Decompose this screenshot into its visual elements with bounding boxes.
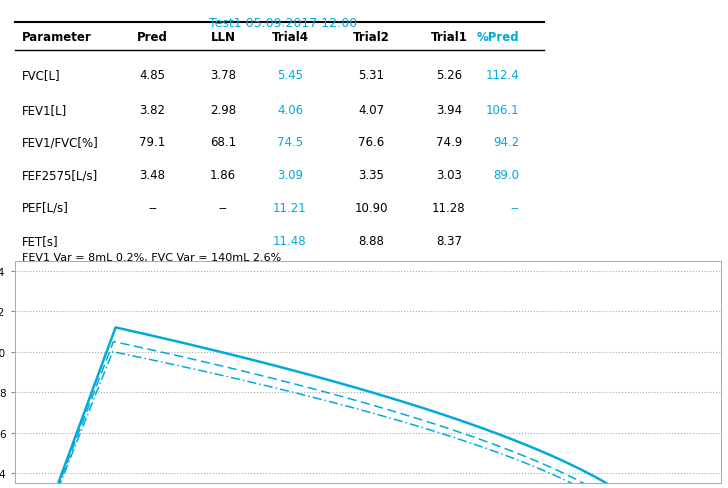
Text: --: -- <box>511 202 520 214</box>
Text: 3.48: 3.48 <box>139 169 165 182</box>
Text: 89.0: 89.0 <box>494 169 520 182</box>
Text: --: -- <box>148 202 157 214</box>
Text: FET[s]: FET[s] <box>22 234 58 247</box>
Text: 106.1: 106.1 <box>486 103 520 117</box>
Text: 74.9: 74.9 <box>436 136 462 149</box>
Text: Test1 05.09.2017 12:00: Test1 05.09.2017 12:00 <box>209 17 357 30</box>
Text: 68.1: 68.1 <box>210 136 236 149</box>
Text: 3.78: 3.78 <box>210 68 236 81</box>
Text: 1.86: 1.86 <box>210 169 236 182</box>
Text: 3.82: 3.82 <box>139 103 165 117</box>
Text: Pred: Pred <box>137 31 167 44</box>
Text: FVC[L]: FVC[L] <box>22 68 60 81</box>
Text: 94.2: 94.2 <box>493 136 520 149</box>
Text: PEF[L/s]: PEF[L/s] <box>22 202 68 214</box>
Text: FEV1[L]: FEV1[L] <box>22 103 67 117</box>
Text: 76.6: 76.6 <box>358 136 384 149</box>
Text: 11.28: 11.28 <box>432 202 466 214</box>
Text: --: -- <box>218 202 227 214</box>
Text: 74.5: 74.5 <box>277 136 303 149</box>
Text: 4.85: 4.85 <box>139 68 165 81</box>
Text: 3.09: 3.09 <box>277 169 303 182</box>
Text: 5.31: 5.31 <box>358 68 384 81</box>
Text: 11.21: 11.21 <box>273 202 306 214</box>
Text: 3.35: 3.35 <box>358 169 384 182</box>
Text: 5.45: 5.45 <box>277 68 303 81</box>
Text: 2.98: 2.98 <box>210 103 236 117</box>
Text: 4.07: 4.07 <box>358 103 384 117</box>
Text: 11.48: 11.48 <box>273 234 306 247</box>
Text: 79.1: 79.1 <box>139 136 165 149</box>
Text: FEV1/FVC[%]: FEV1/FVC[%] <box>22 136 98 149</box>
Text: Normal spirometry: Normal spirometry <box>22 318 132 330</box>
Text: 8.88: 8.88 <box>358 234 384 247</box>
Text: FEV1 Var = 8mL 0.2%, FVC Var = 140mL 2.6%: FEV1 Var = 8mL 0.2%, FVC Var = 140mL 2.6… <box>22 252 281 262</box>
Text: 8.37: 8.37 <box>436 234 462 247</box>
Text: FEF2575[L/s]: FEF2575[L/s] <box>22 169 98 182</box>
Text: 3.94: 3.94 <box>436 103 462 117</box>
Text: Trial1: Trial1 <box>430 31 467 44</box>
Text: 3.03: 3.03 <box>436 169 462 182</box>
Text: %Pred: %Pred <box>477 31 520 44</box>
Text: 112.4: 112.4 <box>486 68 520 81</box>
Text: Trial2: Trial2 <box>353 31 389 44</box>
Text: Parameter: Parameter <box>22 31 92 44</box>
Text: Session quality B: Session quality B <box>22 285 117 295</box>
Text: LLN: LLN <box>210 31 235 44</box>
Text: 10.90: 10.90 <box>355 202 388 214</box>
Text: 5.26: 5.26 <box>436 68 462 81</box>
Text: Trial4: Trial4 <box>272 31 309 44</box>
Text: 4.06: 4.06 <box>277 103 303 117</box>
